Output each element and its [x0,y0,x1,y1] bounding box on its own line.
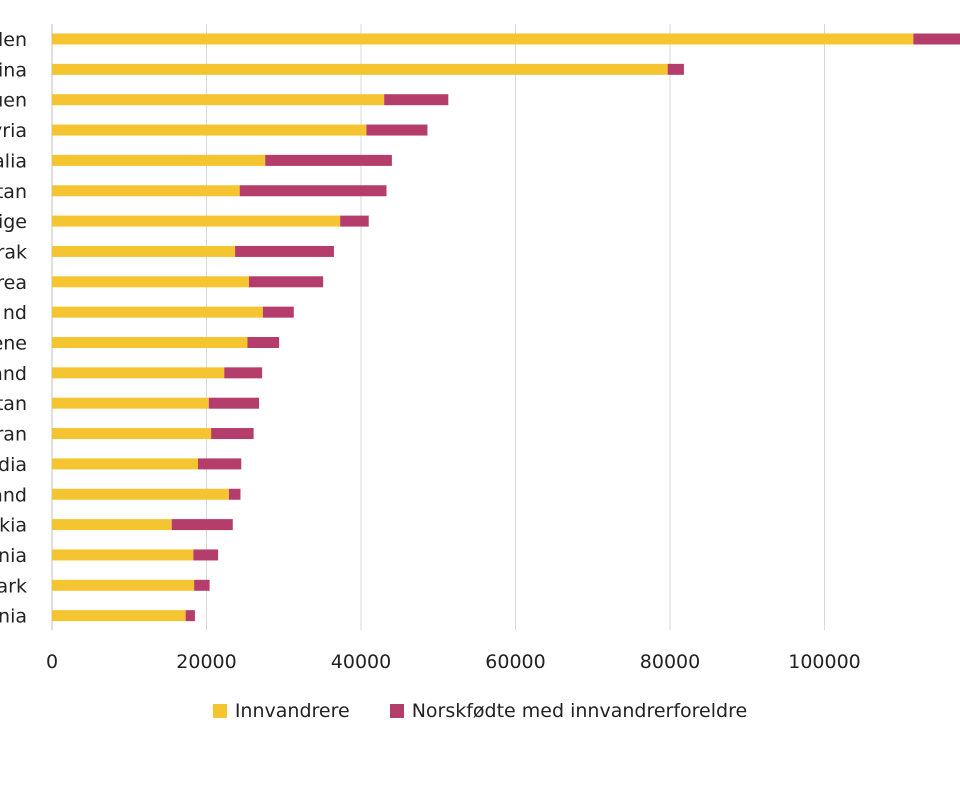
bar-segment-norskfodte [235,245,334,257]
bar-segment-norskfodte [185,610,195,622]
bar-segment-innvandrere [52,579,195,591]
bar-segment-norskfodte [667,63,684,75]
bar-segment-innvandrere [52,154,266,166]
bar-segment-innvandrere [52,124,367,136]
category-label: len [0,29,27,51]
bar-segment-norskfodte [366,124,428,136]
bar-segment-norskfodte [262,306,294,318]
legend-label-norskfodte: Norskfødte med innvandrerforeldre [411,700,748,722]
category-label: ige [0,211,27,233]
category-label: ene [0,333,27,355]
bar-segment-innvandrere [52,458,199,470]
bar-segment-innvandrere [52,337,248,348]
category-label: and [0,363,27,385]
bar-segment-innvandrere [52,519,172,531]
legend-label-innvandrere: Innvandrere [234,700,350,722]
category-label: rak [0,241,27,263]
gridlines [51,24,825,630]
bar-segment-innvandrere [52,33,914,45]
x-tick-label: 0 [46,651,58,673]
bar-segment-norskfodte [193,549,219,561]
bar-segment-innvandrere [52,610,186,622]
bar-segment-norskfodte [198,458,242,470]
category-label: tan [0,181,27,203]
bar-segment-innvandrere [52,63,668,75]
x-tick-label: 20000 [176,651,236,673]
bar-segment-innvandrere [52,367,225,379]
legend-swatch-innvandrere [212,704,227,718]
category-label: dia [0,454,27,476]
bars [52,33,960,622]
category-label: and [0,484,27,506]
bar-segment-innvandrere [52,245,236,257]
bar-segment-innvandrere [52,428,212,440]
bar-segment-innvandrere [52,306,263,318]
legend-item-norskfodte: Norskfødte med innvandrerforeldre [389,700,748,722]
bar-segment-norskfodte [208,397,260,409]
bar-segment-innvandrere [52,94,385,106]
bar-segment-norskfodte [228,488,241,500]
bar-segment-norskfodte [224,367,263,379]
category-label: tan [0,393,27,415]
bar-segment-norskfodte [239,185,387,197]
bar-segment-norskfodte [248,276,324,288]
legend-swatch-norskfodte [389,704,404,718]
bar-segment-norskfodte [211,428,254,440]
category-label: nia [0,606,27,628]
x-tick-label: 60000 [485,651,545,673]
category-label: kia [0,515,27,537]
bar-segment-innvandrere [52,488,229,500]
category-label: ina [0,59,27,81]
category-label: yria [0,120,27,142]
legend: Innvandrere Norskfødte med innvandrerfor… [0,700,960,722]
category-label: uen [0,90,27,112]
x-tick-label: 80000 [640,651,700,673]
x-tick-label: 40000 [331,651,391,673]
x-tick-label: 100000 [788,651,861,673]
category-label: nia [0,545,27,567]
bar-segment-innvandrere [52,276,249,288]
category-label: ran [0,424,27,446]
x-axis-tick-labels: 02000040000600008000010000012 [46,651,861,673]
bar-segment-innvandrere [52,185,240,197]
bar-segment-norskfodte [340,215,369,227]
category-label: nd [3,302,27,324]
bar-segment-norskfodte [171,519,233,531]
bar-segment-innvandrere [52,215,341,227]
bar-segment-innvandrere [52,549,194,561]
legend-item-innvandrere: Innvandrere [212,700,350,722]
bar-segment-innvandrere [52,397,209,409]
category-label: ark [0,575,27,597]
bar-segment-norskfodte [247,337,280,348]
category-label: rea [0,272,27,294]
bar-segment-norskfodte [194,579,210,591]
bar-segment-norskfodte [384,94,449,106]
bar-segment-norskfodte [265,154,392,166]
bar-segment-norskfodte [913,33,960,45]
